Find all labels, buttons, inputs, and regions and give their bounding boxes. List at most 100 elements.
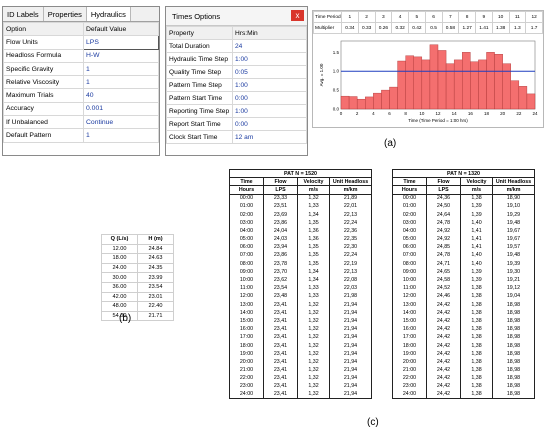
flow-cell: 24,03 <box>263 235 298 244</box>
time-cell: 15:00 <box>229 316 264 326</box>
time-unit: Hours <box>229 185 264 195</box>
value-cell[interactable]: 40 <box>83 88 159 103</box>
headloss-cell: 22,08 <box>329 275 372 285</box>
property-cell: Pattern Time Step <box>166 78 233 92</box>
tab-hydraulics[interactable]: Hydraulics <box>86 7 131 21</box>
headloss-cell: 22,24 <box>329 251 372 260</box>
multiplier-cell[interactable]: 0.34 <box>341 22 359 34</box>
headloss-cell: 21,94 <box>329 374 372 383</box>
value-cell[interactable]: 1:00 <box>232 78 307 92</box>
table-row[interactable]: Reporting Time Step 1:00 <box>166 104 307 118</box>
value-cell[interactable]: 0:00 <box>232 91 307 105</box>
velocity-cell: 1,39 <box>460 267 493 276</box>
time-period-label: Time Period <box>313 11 342 23</box>
flow-cell: 24,04 <box>263 226 298 235</box>
headloss-cell: 19,57 <box>492 243 535 252</box>
flow-cell: 24,42 <box>426 382 461 391</box>
velocity-unit: m/s <box>460 185 493 195</box>
x-tick-label: 6 <box>388 111 391 116</box>
time-cell: 10:00 <box>392 275 427 285</box>
table-row: 04:00 24,92 1,41 19,67 <box>392 226 535 235</box>
table-row[interactable]: Default Pattern 1 <box>3 128 159 143</box>
multiplier-cell[interactable]: 0.58 <box>441 22 460 34</box>
value-cell[interactable]: 0.001 <box>83 101 159 117</box>
pattern-bar <box>365 96 374 110</box>
value-cell[interactable]: LPS <box>83 35 159 50</box>
head-cell: 23.01 <box>137 291 174 303</box>
table-row[interactable]: Relative Viscosity 1 <box>3 75 159 90</box>
table-row[interactable]: Clock Start Time 12 am <box>166 130 307 144</box>
multiplier-cell[interactable]: 0.42 <box>408 22 426 34</box>
multiplier-cell[interactable]: 1.27 <box>458 22 476 34</box>
time-cell: 03:00 <box>392 218 427 227</box>
table-row: 11:00 23,54 1,33 22,03 <box>229 284 372 293</box>
pattern-bar <box>486 52 495 110</box>
period-cell: 12 <box>525 11 543 23</box>
value-cell[interactable]: H-W <box>83 48 159 63</box>
value-cell[interactable]: 0:05 <box>232 65 307 79</box>
tab-id-labels[interactable]: ID Labels <box>3 7 44 21</box>
velocity-cell: 1,40 <box>460 259 493 268</box>
table-row[interactable]: Flow Units LPS <box>3 35 159 50</box>
table-row[interactable]: Hydraulic Time Step 1:00 <box>166 52 307 66</box>
headloss-cell: 22,35 <box>329 235 372 244</box>
table-title-row: PAT N = 1320 <box>392 168 535 179</box>
table-row[interactable]: Maximum Trials 40 <box>3 88 159 103</box>
table-row[interactable]: Total Duration 24 <box>166 39 307 53</box>
multiplier-cell[interactable]: 0.5 <box>424 22 443 34</box>
table-row[interactable]: Pattern Start Time 0:00 <box>166 91 307 105</box>
head-cell: 23.99 <box>137 272 174 283</box>
time-cell: 04:00 <box>229 226 264 235</box>
table-row[interactable]: Quality Time Step 0:05 <box>166 65 307 79</box>
headloss-cell: 19,39 <box>492 259 535 268</box>
multiplier-cell[interactable]: 1.41 <box>475 22 493 34</box>
time-cell: 05:00 <box>392 235 427 244</box>
table-row: 19:00 23,41 1,32 21,94 <box>229 349 372 358</box>
option-cell: Default Pattern <box>3 128 84 143</box>
pattern-bar <box>429 44 439 110</box>
table-row[interactable]: Pattern Time Step 1:00 <box>166 78 307 92</box>
value-cell[interactable]: 24 <box>232 39 307 53</box>
close-icon[interactable]: x <box>291 10 304 21</box>
table-row: 15:00 24,42 1,38 18,98 <box>392 316 535 326</box>
table-row[interactable]: Accuracy 0.001 <box>3 101 159 117</box>
value-cell[interactable]: 1:00 <box>232 52 307 66</box>
value-cell[interactable]: Continue <box>83 115 159 130</box>
time-cell: 24:00 <box>392 390 427 400</box>
pattern-bar <box>340 95 350 110</box>
time-cell: 15:00 <box>392 316 427 326</box>
property-cell: Total Duration <box>166 39 233 53</box>
velocity-cell: 1,38 <box>460 316 493 326</box>
table-row[interactable]: Headloss Formula H-W <box>3 48 159 63</box>
multiplier-cell[interactable]: 1.7 <box>525 22 543 34</box>
table-row: 00:00 23,33 1,32 21,89 <box>229 194 372 203</box>
velocity-cell: 1,32 <box>297 325 330 334</box>
headloss-cell: 21,94 <box>329 366 372 375</box>
value-cell[interactable]: 1 <box>83 128 159 143</box>
table-row: 18.00 24.63 <box>101 253 174 264</box>
value-cell[interactable]: 1 <box>83 61 159 77</box>
multiplier-cell[interactable]: 0.33 <box>357 22 376 34</box>
flow-cell: 24,92 <box>426 226 461 235</box>
table-row[interactable]: Report Start Time 0:00 <box>166 117 307 131</box>
multiplier-cell[interactable]: 0.32 <box>391 22 409 34</box>
table-row: 11:00 24,52 1,38 19,12 <box>392 284 535 293</box>
time-cell: 09:00 <box>229 267 264 276</box>
value-cell[interactable]: 1 <box>83 75 159 90</box>
flow-cell: 24,42 <box>426 349 461 358</box>
table-row[interactable]: Specific Gravity 1 <box>3 61 159 77</box>
multiplier-cell[interactable]: 1.38 <box>491 22 510 34</box>
table-row[interactable]: If Unbalanced Continue <box>3 115 159 130</box>
multiplier-cell[interactable]: 1.3 <box>508 22 527 34</box>
value-cell[interactable]: 12 am <box>232 130 307 144</box>
table-header-row: Time Flow Velocity Unit Headloss <box>229 177 372 187</box>
flow-cell: 24,52 <box>426 284 461 293</box>
head-cell: 24.35 <box>137 262 174 274</box>
multiplier-cell[interactable]: 0.26 <box>374 22 393 34</box>
value-cell[interactable]: 1:00 <box>232 104 307 118</box>
value-cell[interactable]: 0:00 <box>232 117 307 131</box>
x-tick-label: 10 <box>419 111 425 116</box>
flow-cell: 23,86 <box>263 218 298 227</box>
tab-properties[interactable]: Properties <box>44 7 87 21</box>
flow-cell: 24,42 <box>426 390 461 400</box>
